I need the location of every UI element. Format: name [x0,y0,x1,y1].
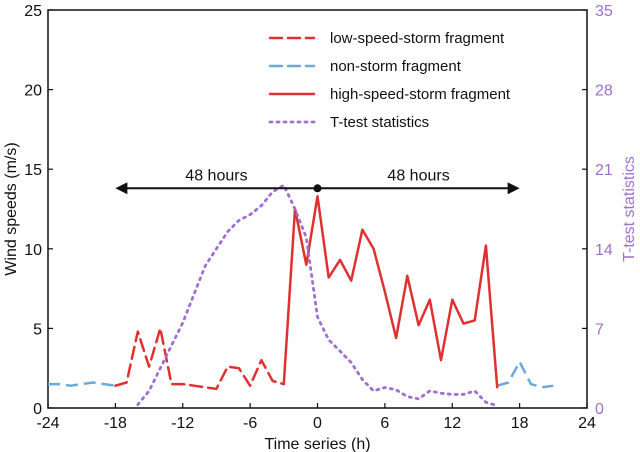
x-tick-label: -18 [104,415,127,432]
x-tick-label: -24 [36,415,59,432]
arrow-center-dot [313,184,322,193]
arrow-head-left [115,182,128,195]
y-tick-label: 20 [24,83,42,100]
y-tick-label: 15 [24,162,42,179]
y2-tick-label: 21 [595,162,613,179]
x-ticks: -24 -18 -12 -6 0 6 12 18 24 [36,403,596,432]
x-tick-label: 12 [443,415,461,432]
x-tick-label: -6 [243,415,257,432]
legend-label: T-test statistics [330,114,429,131]
plot-frame [47,9,588,409]
series-line-high-speed-storm-fragment [282,195,499,389]
series-line-non-storm [496,360,554,389]
y-ticks-right: 0 7 14 21 28 35 [582,3,613,418]
legend-label: high-speed-storm fragment [330,86,511,103]
legend-label: low-speed-storm fragment [330,30,505,47]
x-tick-label: 6 [380,415,389,432]
x-tick-label: 18 [511,415,529,432]
y2-tick-label: 28 [595,83,613,100]
y2-tick-label: 14 [595,242,613,259]
annotation-label-left: 48 hours [185,167,247,184]
legend: low-speed-storm fragment non-storm fragme… [268,30,511,131]
x-tick-label: 24 [578,415,596,432]
y-ticks-left: 0 5 10 15 20 25 [24,3,53,418]
x-tick-label: -12 [171,415,194,432]
series-line-non-storm [48,381,116,387]
y2-axis-title: T-test statistics [621,156,638,262]
series-line-low-speed-storm-fragment [114,327,286,391]
y-tick-label: 10 [24,242,42,259]
y-tick-label: 5 [33,321,42,338]
annotation-label-right: 48 hours [387,167,449,184]
y-tick-label: 0 [33,401,42,418]
annotation: 48 hours 48 hours [115,167,520,195]
legend-label: non-storm fragment [330,58,462,75]
y2-tick-label: 35 [595,3,613,20]
x-axis-title: Time series (h) [264,436,370,452]
series-line-t-test-statistics [136,183,499,408]
y-tick-label: 25 [24,3,42,20]
y2-tick-label: 0 [595,401,604,418]
y-axis-title: Wind speeds (m/s) [3,142,20,275]
x-tick-label: 0 [313,415,322,432]
y2-tick-label: 7 [595,321,604,338]
series-lines [48,183,554,408]
arrow-head-right [507,182,520,195]
